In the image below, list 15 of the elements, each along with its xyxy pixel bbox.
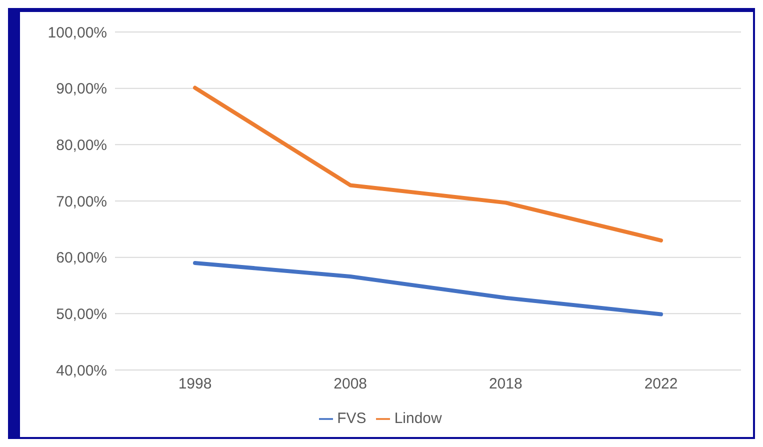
y-tick-label: 60,00% [56,250,107,267]
x-tick-label: 2018 [488,376,522,393]
line-series [193,260,663,316]
y-tick-label: 40,00% [56,362,107,380]
y-tick-label: 70,00% [56,193,107,210]
y-tick-label: 80,00% [56,136,107,154]
legend-label: FVS [337,410,366,427]
x-tick-label: 2008 [334,376,368,393]
y-tick-label: 50,00% [56,306,107,323]
y-tick-label: 100,00% [48,24,107,42]
legend-label: Lindow [394,410,442,427]
x-tick-label: 2022 [644,376,678,393]
line-series [193,86,663,242]
x-tick-label: 1998 [178,376,212,393]
y-tick-label: 90,00% [56,80,107,98]
